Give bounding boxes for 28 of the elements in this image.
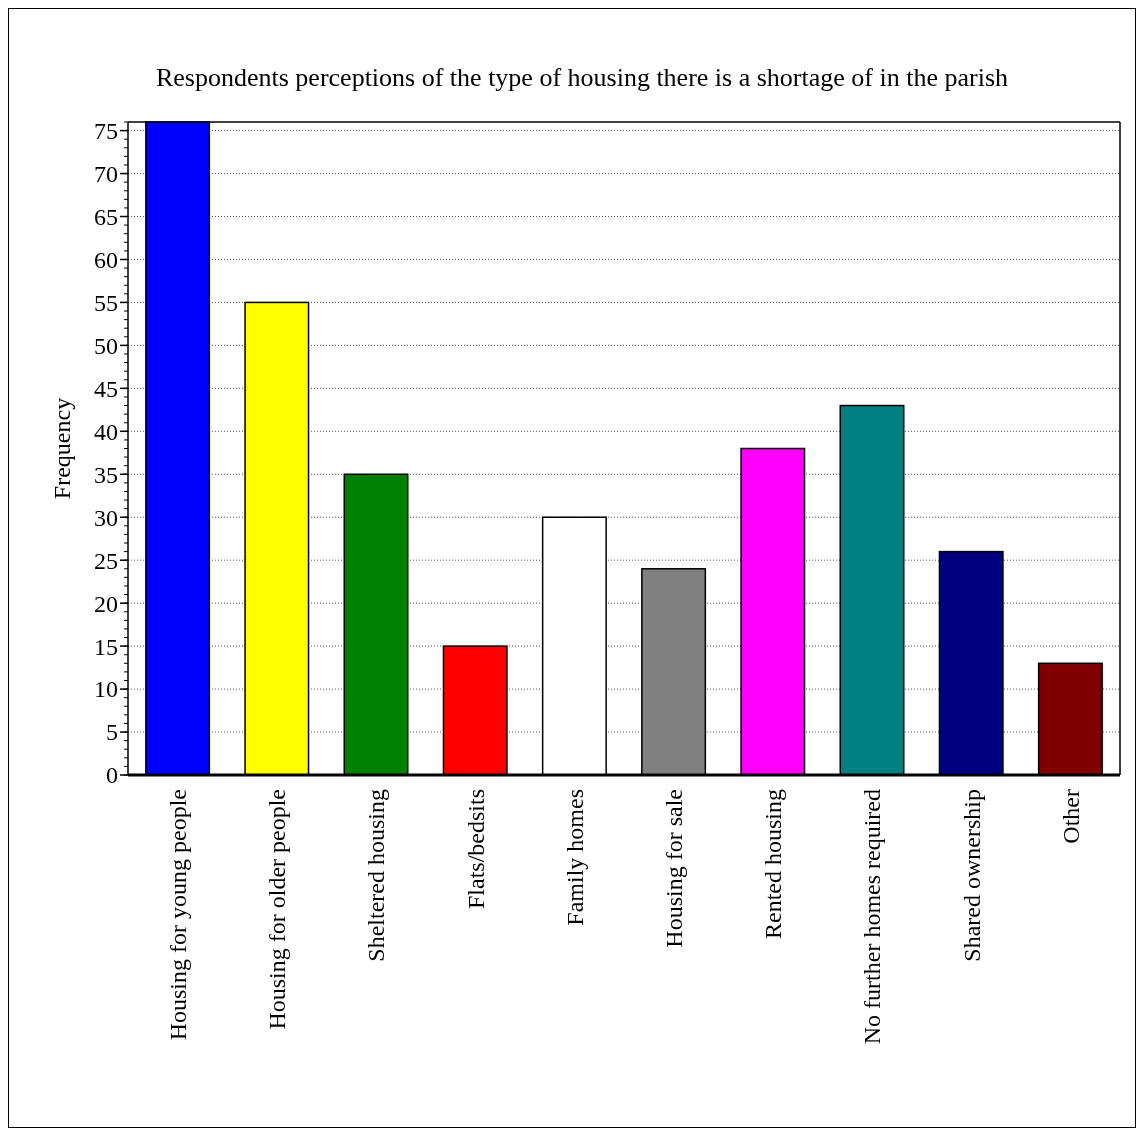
x-tick-label: No further homes required: [859, 789, 886, 1045]
y-tick-label: 70: [94, 160, 118, 187]
y-tick-label: 45: [94, 375, 118, 402]
x-tick-label: Rented housing: [760, 789, 787, 939]
x-tick-label: Housing for older people: [264, 789, 291, 1030]
y-tick-label: 25: [94, 547, 118, 574]
x-tick-label: Shared ownership: [958, 789, 985, 962]
y-tick-label: 30: [94, 504, 118, 531]
y-tick-label: 65: [94, 203, 118, 230]
y-tick-label: 40: [94, 418, 118, 445]
x-tick-label: Housing for young people: [165, 789, 191, 1041]
y-tick-label: 50: [94, 332, 118, 359]
y-tick-label: 20: [94, 590, 118, 617]
y-tick-label: 75: [94, 117, 118, 144]
y-tick-label: 5: [106, 719, 118, 746]
y-tick-label: 0: [106, 762, 118, 789]
y-tick-label: 35: [94, 461, 118, 488]
x-tick-label: Other: [1057, 789, 1084, 844]
x-tick-label: Sheltered housing: [363, 789, 390, 962]
x-tick-label: Housing for sale: [661, 789, 687, 948]
y-tick-label: 55: [94, 289, 118, 316]
chart-title: Respondents perceptions of the type of housing there is a shortage of in the parish: [155, 63, 1009, 92]
x-tick-label: Flats/bedsits: [462, 789, 489, 910]
y-tick-label: 15: [94, 633, 118, 660]
x-tick-label: Family homes: [561, 789, 588, 926]
y-axis-title: Frequency: [49, 397, 75, 500]
y-tick-label: 10: [94, 676, 118, 703]
y-tick-label: 60: [94, 246, 118, 273]
